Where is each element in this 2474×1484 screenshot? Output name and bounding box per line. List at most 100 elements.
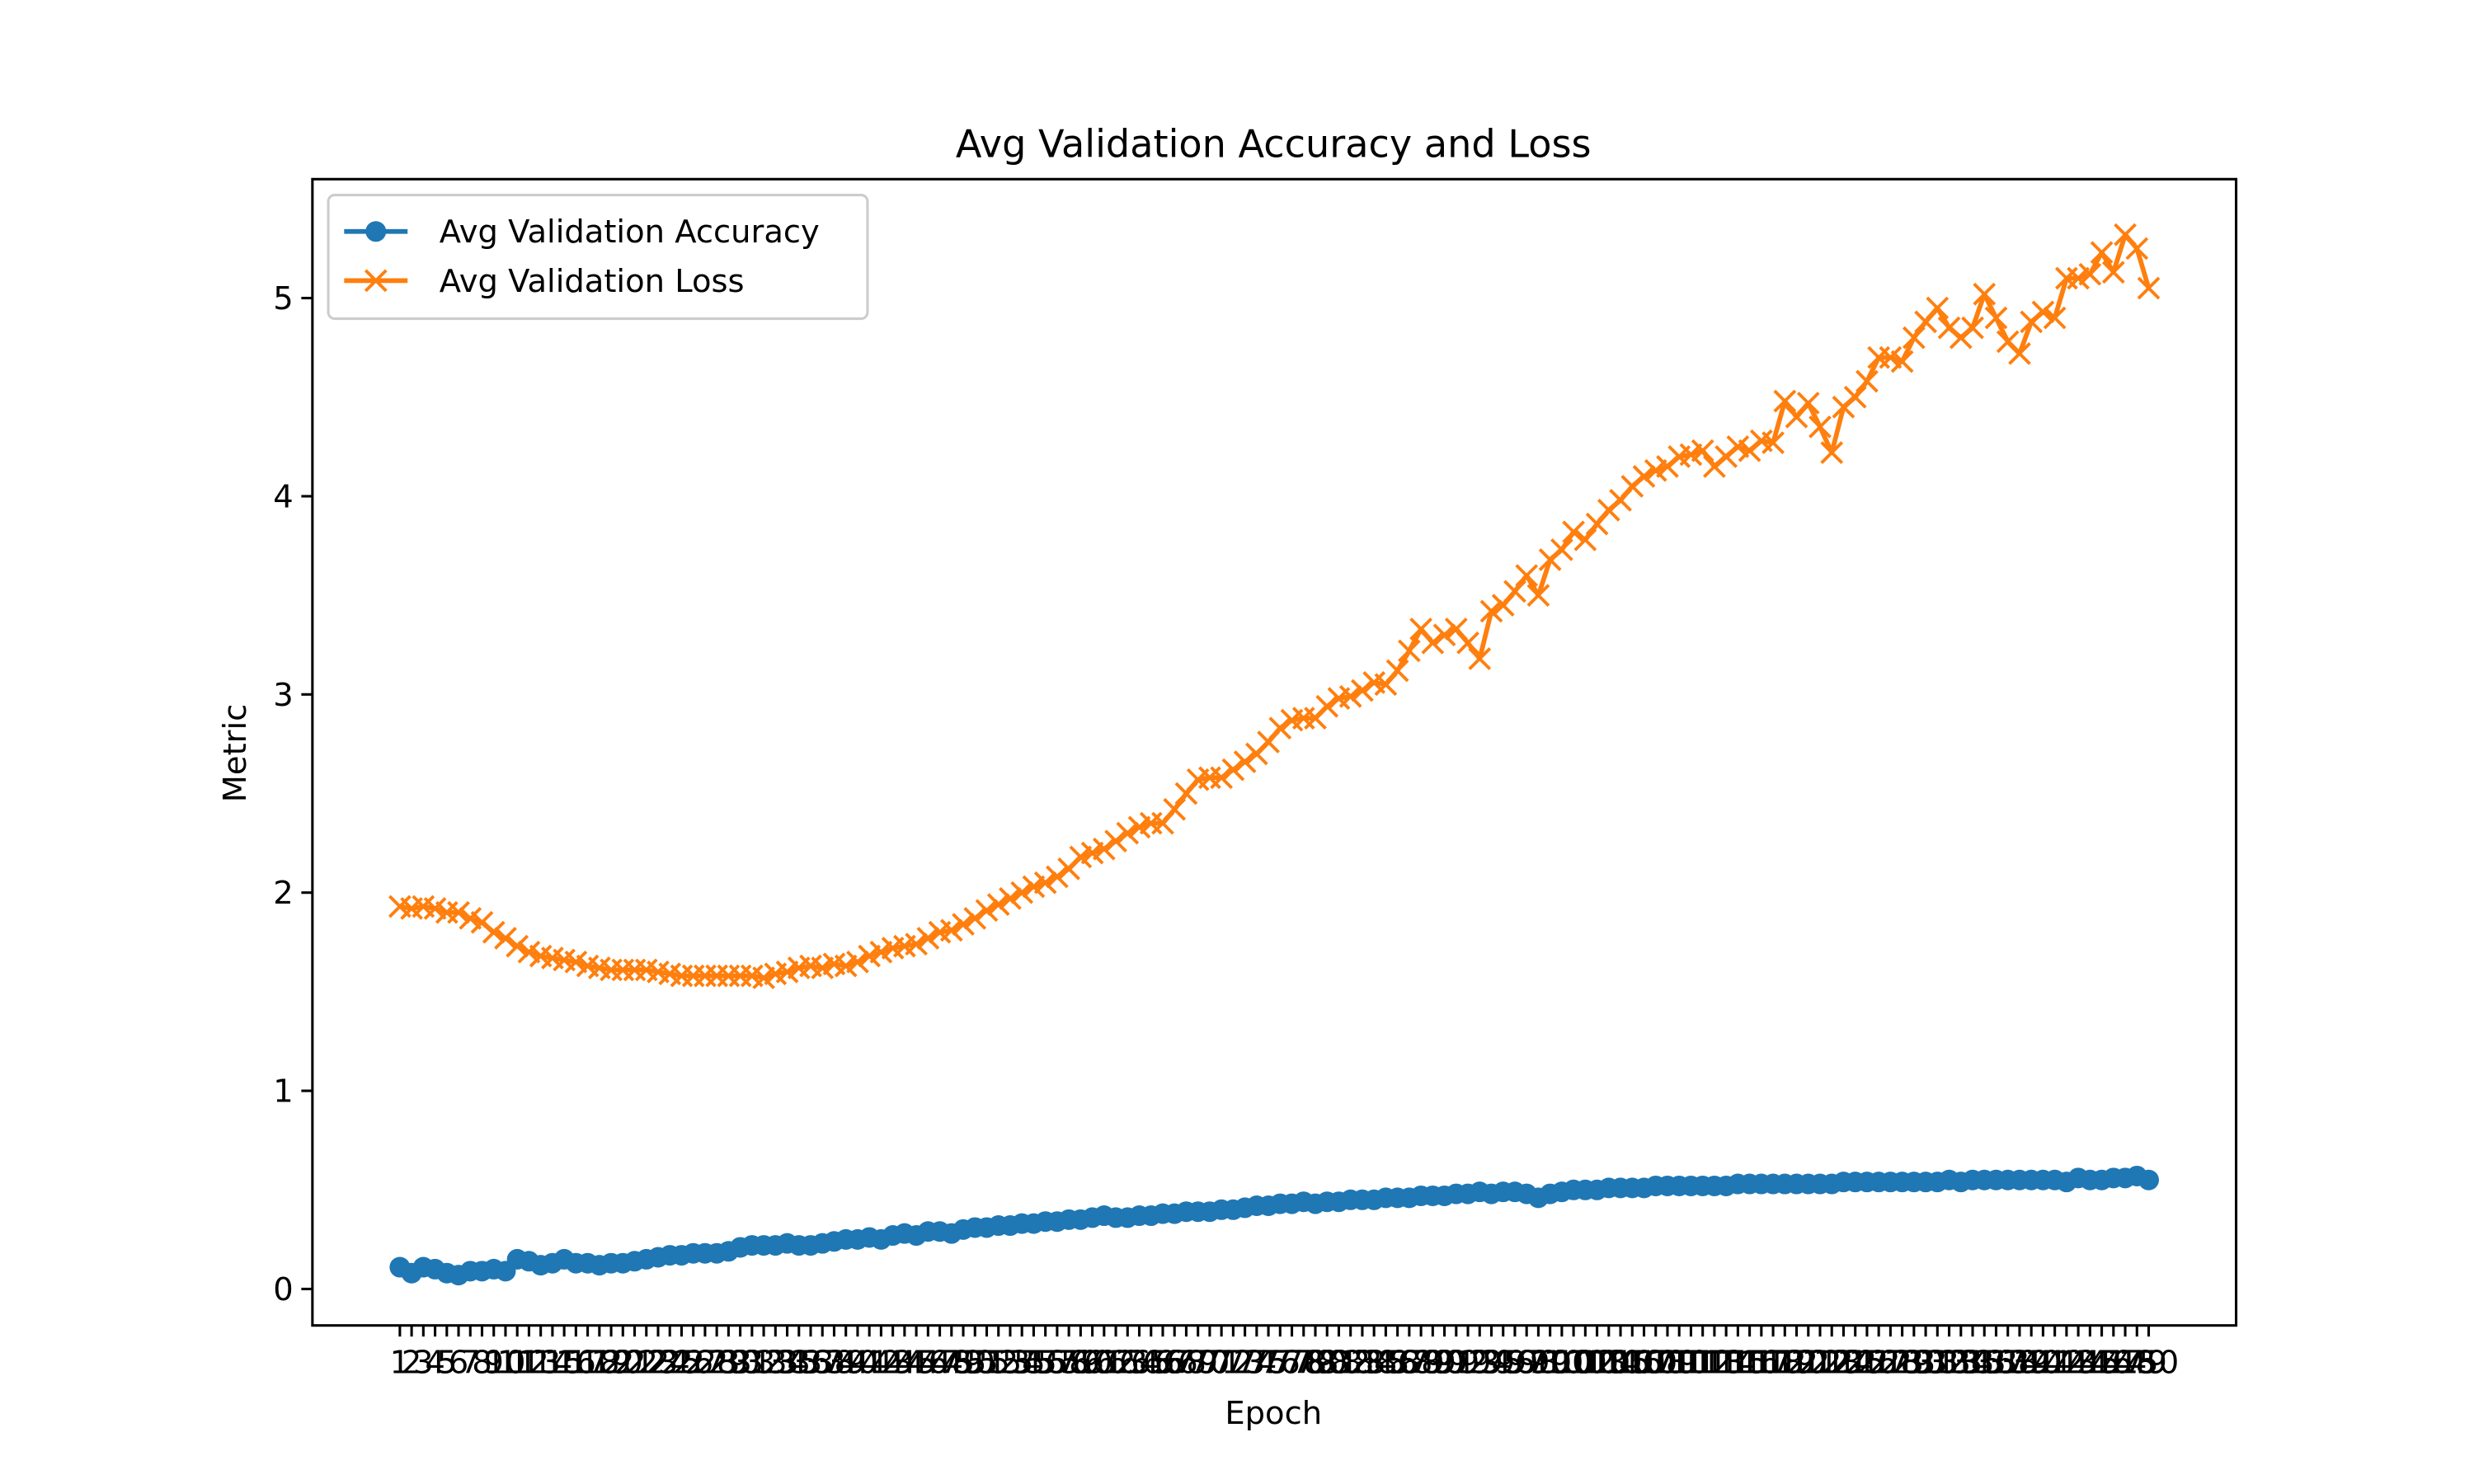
point-marker — [1926, 296, 1950, 320]
x-tick-label: 9 — [484, 1344, 504, 1381]
point-marker — [1632, 465, 1656, 488]
x-tick-label: 1 — [390, 1344, 410, 1381]
x-tick-label: 65 — [1131, 1344, 1171, 1381]
x-tick-label: 12 — [509, 1344, 549, 1381]
x-tick-label: 122 — [1790, 1344, 1850, 1381]
x-tick-label: 2 — [402, 1344, 421, 1381]
y-axis-label: Metric — [217, 704, 254, 803]
x-tick-label: 82 — [1330, 1344, 1371, 1381]
x-tick-label: 139 — [1989, 1344, 2049, 1381]
x-tick-label: 17 — [567, 1344, 608, 1381]
x-tick-label: 67 — [1155, 1344, 1195, 1381]
x-tick-label: 132 — [1907, 1344, 1968, 1381]
x-tick-label: 143 — [2036, 1344, 2096, 1381]
y-tick-label: 0 — [273, 1271, 293, 1308]
point-marker — [1104, 829, 1127, 853]
x-tick-label: 78 — [1283, 1344, 1324, 1381]
point-marker — [1421, 631, 1445, 655]
x-tick-label: 130 — [1884, 1344, 1944, 1381]
x-tick-label: 51 — [967, 1344, 1007, 1381]
x-tick-label: 92 — [1448, 1344, 1489, 1381]
x-tick-label: 61 — [1084, 1344, 1124, 1381]
x-tick-label: 93 — [1460, 1344, 1500, 1381]
point-marker — [2008, 341, 2031, 365]
x-tick-label: 39 — [825, 1344, 866, 1381]
x-tick-label: 80 — [1307, 1344, 1348, 1381]
point-marker — [1856, 369, 1879, 393]
point-marker — [1351, 679, 1374, 702]
x-tick-label: 110 — [1649, 1344, 1710, 1381]
x-tick-label: 114 — [1696, 1344, 1756, 1381]
x-tick-label: 142 — [2025, 1344, 2085, 1381]
point-marker — [1233, 750, 1257, 773]
x-tick-label: 105 — [1590, 1344, 1650, 1381]
point-marker — [1338, 684, 1362, 708]
x-tick-label: 121 — [1778, 1344, 1838, 1381]
x-tick-label: 106 — [1602, 1344, 1663, 1381]
x-tick-label: 22 — [626, 1344, 666, 1381]
x-tick-label: 21 — [614, 1344, 655, 1381]
x-tick-label: 4 — [425, 1344, 444, 1381]
y-tick-label: 5 — [273, 280, 293, 317]
x-tick-label: 103 — [1567, 1344, 1627, 1381]
point-marker — [1526, 584, 1550, 607]
y-tick-label: 4 — [273, 478, 293, 515]
x-tick-label: 49 — [943, 1344, 984, 1381]
x-tick-label: 84 — [1354, 1344, 1395, 1381]
point-marker — [1691, 439, 1714, 463]
x-tick-label: 69 — [1178, 1344, 1218, 1381]
x-tick-label: 89 — [1413, 1344, 1453, 1381]
point-marker — [506, 934, 529, 958]
point-marker — [1268, 716, 1292, 740]
x-tick-label: 97 — [1507, 1344, 1547, 1381]
point-marker — [1116, 821, 1140, 845]
x-tick-label: 27 — [684, 1344, 725, 1381]
point-marker — [1773, 389, 1797, 413]
point-marker — [999, 887, 1022, 910]
x-tick-label: 115 — [1708, 1344, 1768, 1381]
point-marker — [2031, 300, 2055, 324]
x-tick-label: 20 — [603, 1344, 643, 1381]
x-tick-label: 73 — [1225, 1344, 1265, 1381]
x-tick-label: 134 — [1931, 1344, 1991, 1381]
x-tick-label: 140 — [2001, 1344, 2061, 1381]
point-marker — [447, 900, 470, 924]
y-tick-label: 2 — [273, 875, 293, 912]
x-tick-label: 47 — [920, 1344, 960, 1381]
x-tick-label: 15 — [544, 1344, 585, 1381]
x-tick-label: 149 — [2107, 1344, 2167, 1381]
point-marker — [1033, 871, 1057, 895]
point-marker — [986, 893, 1010, 916]
legend-label: Avg Validation Accuracy — [440, 214, 820, 251]
x-tick-label: 94 — [1471, 1344, 1512, 1381]
x-tick-label: 31 — [731, 1344, 772, 1381]
x-tick-label: 35 — [778, 1344, 819, 1381]
x-tick-label: 133 — [1919, 1344, 1979, 1381]
point-marker — [1843, 385, 1867, 409]
point-marker — [1890, 350, 1914, 373]
x-axis-label: Epoch — [1225, 1395, 1322, 1432]
x-tick-label: 137 — [1966, 1344, 2026, 1381]
x-tick-label: 68 — [1166, 1344, 1206, 1381]
legend-marker — [365, 221, 387, 242]
plot-frame — [311, 177, 2238, 1327]
x-tick-label: 28 — [697, 1344, 737, 1381]
x-tick-label: 88 — [1401, 1344, 1442, 1381]
x-tick-label: 7 — [460, 1344, 480, 1381]
x-tick-label: 45 — [896, 1344, 937, 1381]
point-marker — [1503, 580, 1526, 603]
x-tick-label: 36 — [791, 1344, 831, 1381]
point-marker — [1984, 306, 2008, 330]
x-tick-label: 71 — [1202, 1344, 1242, 1381]
x-tick-label: 52 — [978, 1344, 1018, 1381]
x-tick-label: 75 — [1249, 1344, 1289, 1381]
point-marker — [963, 907, 987, 930]
x-tick-label: 18 — [579, 1344, 619, 1381]
x-tick-label: 131 — [1895, 1344, 1955, 1381]
x-tick-label: 14 — [532, 1344, 572, 1381]
x-tick-label: 126 — [1837, 1344, 1897, 1381]
point-marker — [482, 920, 506, 944]
x-tick-label: 150 — [2119, 1344, 2179, 1381]
x-tick-label: 113 — [1684, 1344, 1744, 1381]
